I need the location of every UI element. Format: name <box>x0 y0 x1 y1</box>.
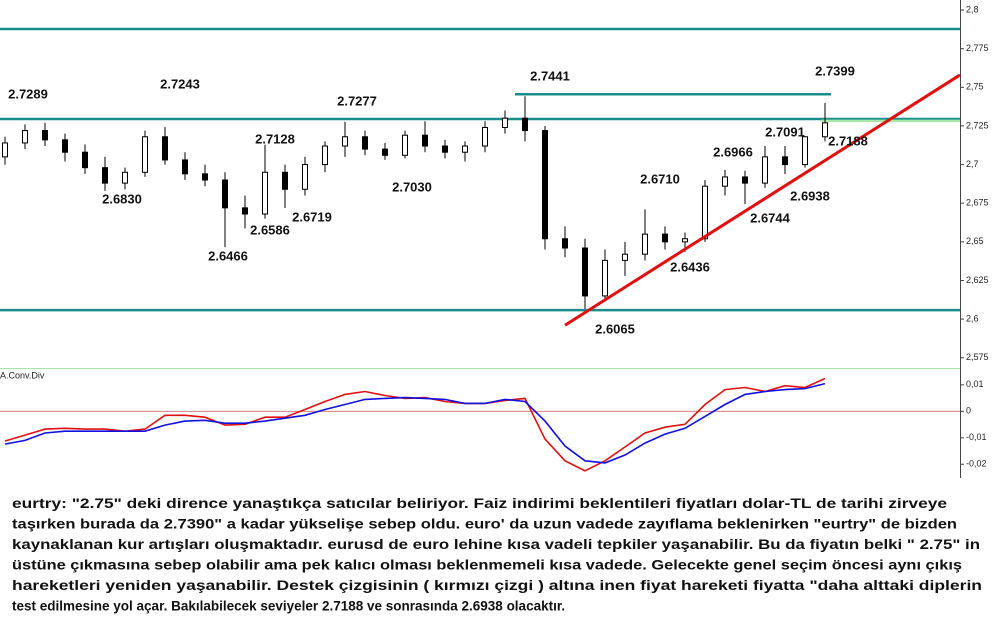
candle-body <box>422 134 428 147</box>
candle-body <box>402 134 408 156</box>
candle-body <box>242 207 248 215</box>
candle-body <box>362 136 368 150</box>
price-annotation: 2.7030 <box>392 179 432 194</box>
y-tick-label: 0 <box>966 406 971 416</box>
candle-body <box>62 139 68 153</box>
y-tick-label: 2,725 <box>966 120 989 130</box>
candle-body <box>162 136 168 161</box>
price-annotation: 2.6744 <box>750 210 791 225</box>
candle-body <box>662 233 668 243</box>
y-tick-label: 2,7 <box>966 159 979 169</box>
price-annotation: 2.6719 <box>292 209 332 224</box>
price-annotation: 2.6065 <box>595 321 635 336</box>
y-tick-label: 2,6 <box>966 313 979 323</box>
price-annotation: 2.7128 <box>255 131 295 146</box>
candle-body <box>562 238 568 249</box>
y-tick-label: -0,01 <box>966 432 987 442</box>
price-annotation: 2.6586 <box>250 222 290 237</box>
candle-body <box>122 171 128 184</box>
candle-body <box>42 130 48 141</box>
candle-body <box>182 159 188 175</box>
price-annotation: 2.6436 <box>670 259 710 274</box>
y-tick-label: 2,75 <box>966 82 984 92</box>
candle-body <box>622 253 628 261</box>
commentary-line: taşırken burada da 2.7390" a kadar yükse… <box>12 517 957 532</box>
candle-body <box>442 145 448 153</box>
y-tick-label: 2,625 <box>966 275 989 285</box>
price-annotation: 2.7289 <box>8 86 48 101</box>
candle-body <box>602 259 608 297</box>
candle-body <box>722 176 728 187</box>
candle-body <box>782 156 788 166</box>
y-tick-label: 0,01 <box>966 379 984 389</box>
price-annotation: 2.7188 <box>828 133 868 148</box>
indicator-line <box>4 382 826 464</box>
price-annotation: 2.6710 <box>640 171 680 186</box>
candle-body <box>142 136 148 173</box>
price-annotation: 2.6466 <box>208 248 248 263</box>
commentary-line: test edilmesine yol açar. Bakılabilecek … <box>12 599 565 614</box>
commentary-line: kaynaklanan kur artışları oluşmaktadır. … <box>12 537 980 552</box>
candle-body <box>282 171 288 190</box>
candle-body <box>322 145 328 166</box>
y-tick-label: 2,8 <box>966 4 979 14</box>
y-tick-label: -0,02 <box>966 459 987 469</box>
commentary-line: eurtry: "2.75" deki dirence yanaştıkça s… <box>12 496 948 511</box>
candle-body <box>342 136 348 147</box>
y-tick-label: 2,575 <box>966 352 989 362</box>
candle-body <box>2 142 8 158</box>
candle-body <box>802 136 808 166</box>
candle-body <box>582 247 588 297</box>
candle-body <box>82 151 88 169</box>
candle-body <box>462 145 468 153</box>
commentary-line: hareketleri yeniden yaşanabilir. Destek … <box>12 578 982 593</box>
candle-body <box>222 179 228 209</box>
trend-line <box>564 73 961 327</box>
candle-body <box>202 173 208 181</box>
commentary-line: üstüne çıkmasına sebep olabilir ama pek … <box>12 558 962 573</box>
candle-body <box>482 126 488 147</box>
candle-body <box>262 171 268 215</box>
price-annotation: 2.7243 <box>160 76 200 91</box>
y-tick-label: 2,775 <box>966 43 989 53</box>
y-tick-label: 2,675 <box>966 198 989 208</box>
candle-body <box>822 122 828 138</box>
candle-body <box>102 167 108 184</box>
candle-body <box>522 117 528 132</box>
candle-body <box>302 164 308 190</box>
candle-body <box>642 233 648 255</box>
candle-body <box>702 185 708 240</box>
price-annotation: 2.6938 <box>790 188 830 203</box>
y-tick-label: 2,65 <box>966 236 984 246</box>
indicator-title: A.Conv.Div <box>0 370 45 380</box>
price-annotation: 2.6830 <box>102 191 142 206</box>
candle-body <box>762 156 768 184</box>
price-annotation: 2.6966 <box>713 144 753 159</box>
price-annotation: 2.7399 <box>815 63 855 78</box>
candle-body <box>682 238 688 243</box>
candle-body <box>382 148 388 156</box>
candle-body <box>502 117 508 128</box>
price-annotation: 2.7277 <box>337 93 377 108</box>
price-annotation: 2.7091 <box>765 124 805 139</box>
candle-body <box>742 176 748 184</box>
candle-body <box>22 130 28 144</box>
candle-body <box>542 130 548 240</box>
price-annotation: 2.7441 <box>530 68 570 83</box>
